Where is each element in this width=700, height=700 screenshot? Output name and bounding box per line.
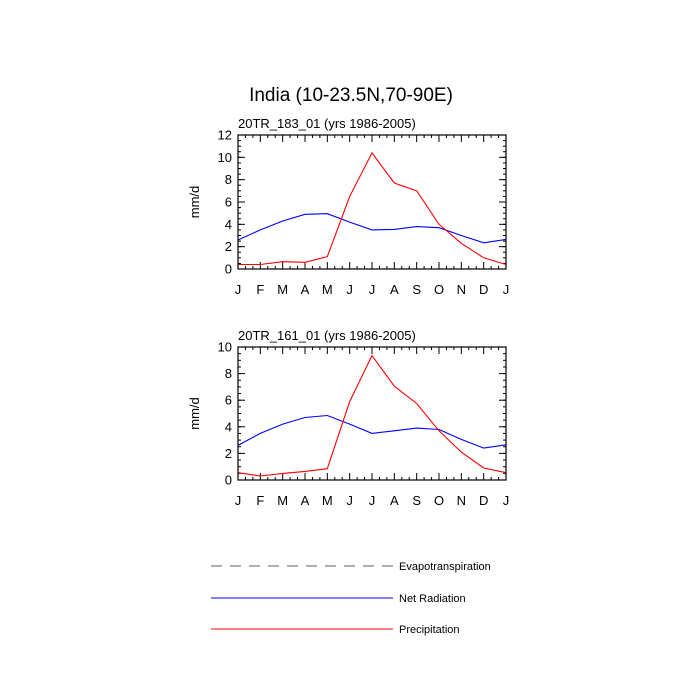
x-tick-label: J — [235, 282, 242, 297]
x-tick-label: O — [434, 493, 444, 508]
legend: Evapotranspiration Net Radiation Precipita… — [211, 561, 491, 636]
x-tick-label: J — [346, 282, 353, 297]
y-axis-label: mm/d — [187, 186, 202, 219]
x-tick-label: N — [457, 493, 466, 508]
x-tick-label: A — [301, 493, 310, 508]
precipitation-line — [238, 151, 507, 266]
x-tick-label: J — [235, 493, 242, 508]
y-tick-label: 6 — [225, 393, 232, 408]
x-tick-label: D — [479, 282, 488, 297]
legend-item-precipitation: Precipitation — [211, 624, 460, 636]
panel-title: 20TR_161_01 (yrs 1986-2005) — [238, 328, 416, 343]
x-tick-label: S — [412, 282, 421, 297]
x-tick-label: J — [503, 493, 510, 508]
net-radiation-line — [237, 414, 507, 449]
x-tick-label: M — [277, 282, 288, 297]
y-tick-label: 4 — [225, 419, 232, 434]
x-tick-label: J — [503, 282, 510, 297]
x-tick-label: A — [390, 282, 399, 297]
plot-frame — [237, 346, 507, 481]
legend-item-net-radiation: Net Radiation — [211, 593, 466, 605]
x-tick-label: M — [322, 282, 333, 297]
x-tick-label: J — [346, 493, 353, 508]
y-tick-label: 2 — [225, 446, 232, 461]
y-tick-label: 10 — [218, 340, 232, 355]
main-title: India (10-23.5N,70-90E) — [249, 85, 453, 106]
x-tick-label: A — [390, 493, 399, 508]
x-tick-label: M — [277, 493, 288, 508]
x-tick-label: F — [256, 493, 264, 508]
y-tick-label: 8 — [225, 172, 232, 187]
x-tick-label: A — [301, 282, 310, 297]
x-tick-label: D — [479, 493, 488, 508]
x-tick-label: F — [256, 282, 264, 297]
y-tick-label: 8 — [225, 366, 232, 381]
legend-item-evapotranspiration: Evapotranspiration — [211, 561, 491, 573]
y-tick-label: 12 — [218, 128, 232, 143]
y-tick-label: 10 — [218, 150, 232, 165]
x-tick-label: S — [412, 493, 421, 508]
x-tick-label: N — [457, 282, 466, 297]
net-radiation-line — [237, 213, 507, 244]
x-tick-label: O — [434, 282, 444, 297]
y-axis-label: mm/d — [187, 397, 202, 430]
y-tick-label: 4 — [225, 217, 232, 232]
y-tick-label: 6 — [225, 195, 232, 210]
plot-frame — [237, 134, 507, 270]
legend-label: Evapotranspiration — [399, 561, 491, 573]
panel-title: 20TR_183_01 (yrs 1986-2005) — [238, 116, 416, 131]
legend-label: Net Radiation — [399, 593, 466, 605]
y-tick-label: 0 — [225, 262, 232, 277]
x-tick-label: J — [369, 493, 376, 508]
x-tick-label: M — [322, 493, 333, 508]
y-tick-label: 2 — [225, 239, 232, 254]
y-tick-label: 0 — [225, 473, 232, 488]
precipitation-line — [237, 354, 507, 477]
legend-label: Precipitation — [399, 624, 460, 636]
x-tick-label: J — [369, 282, 376, 297]
